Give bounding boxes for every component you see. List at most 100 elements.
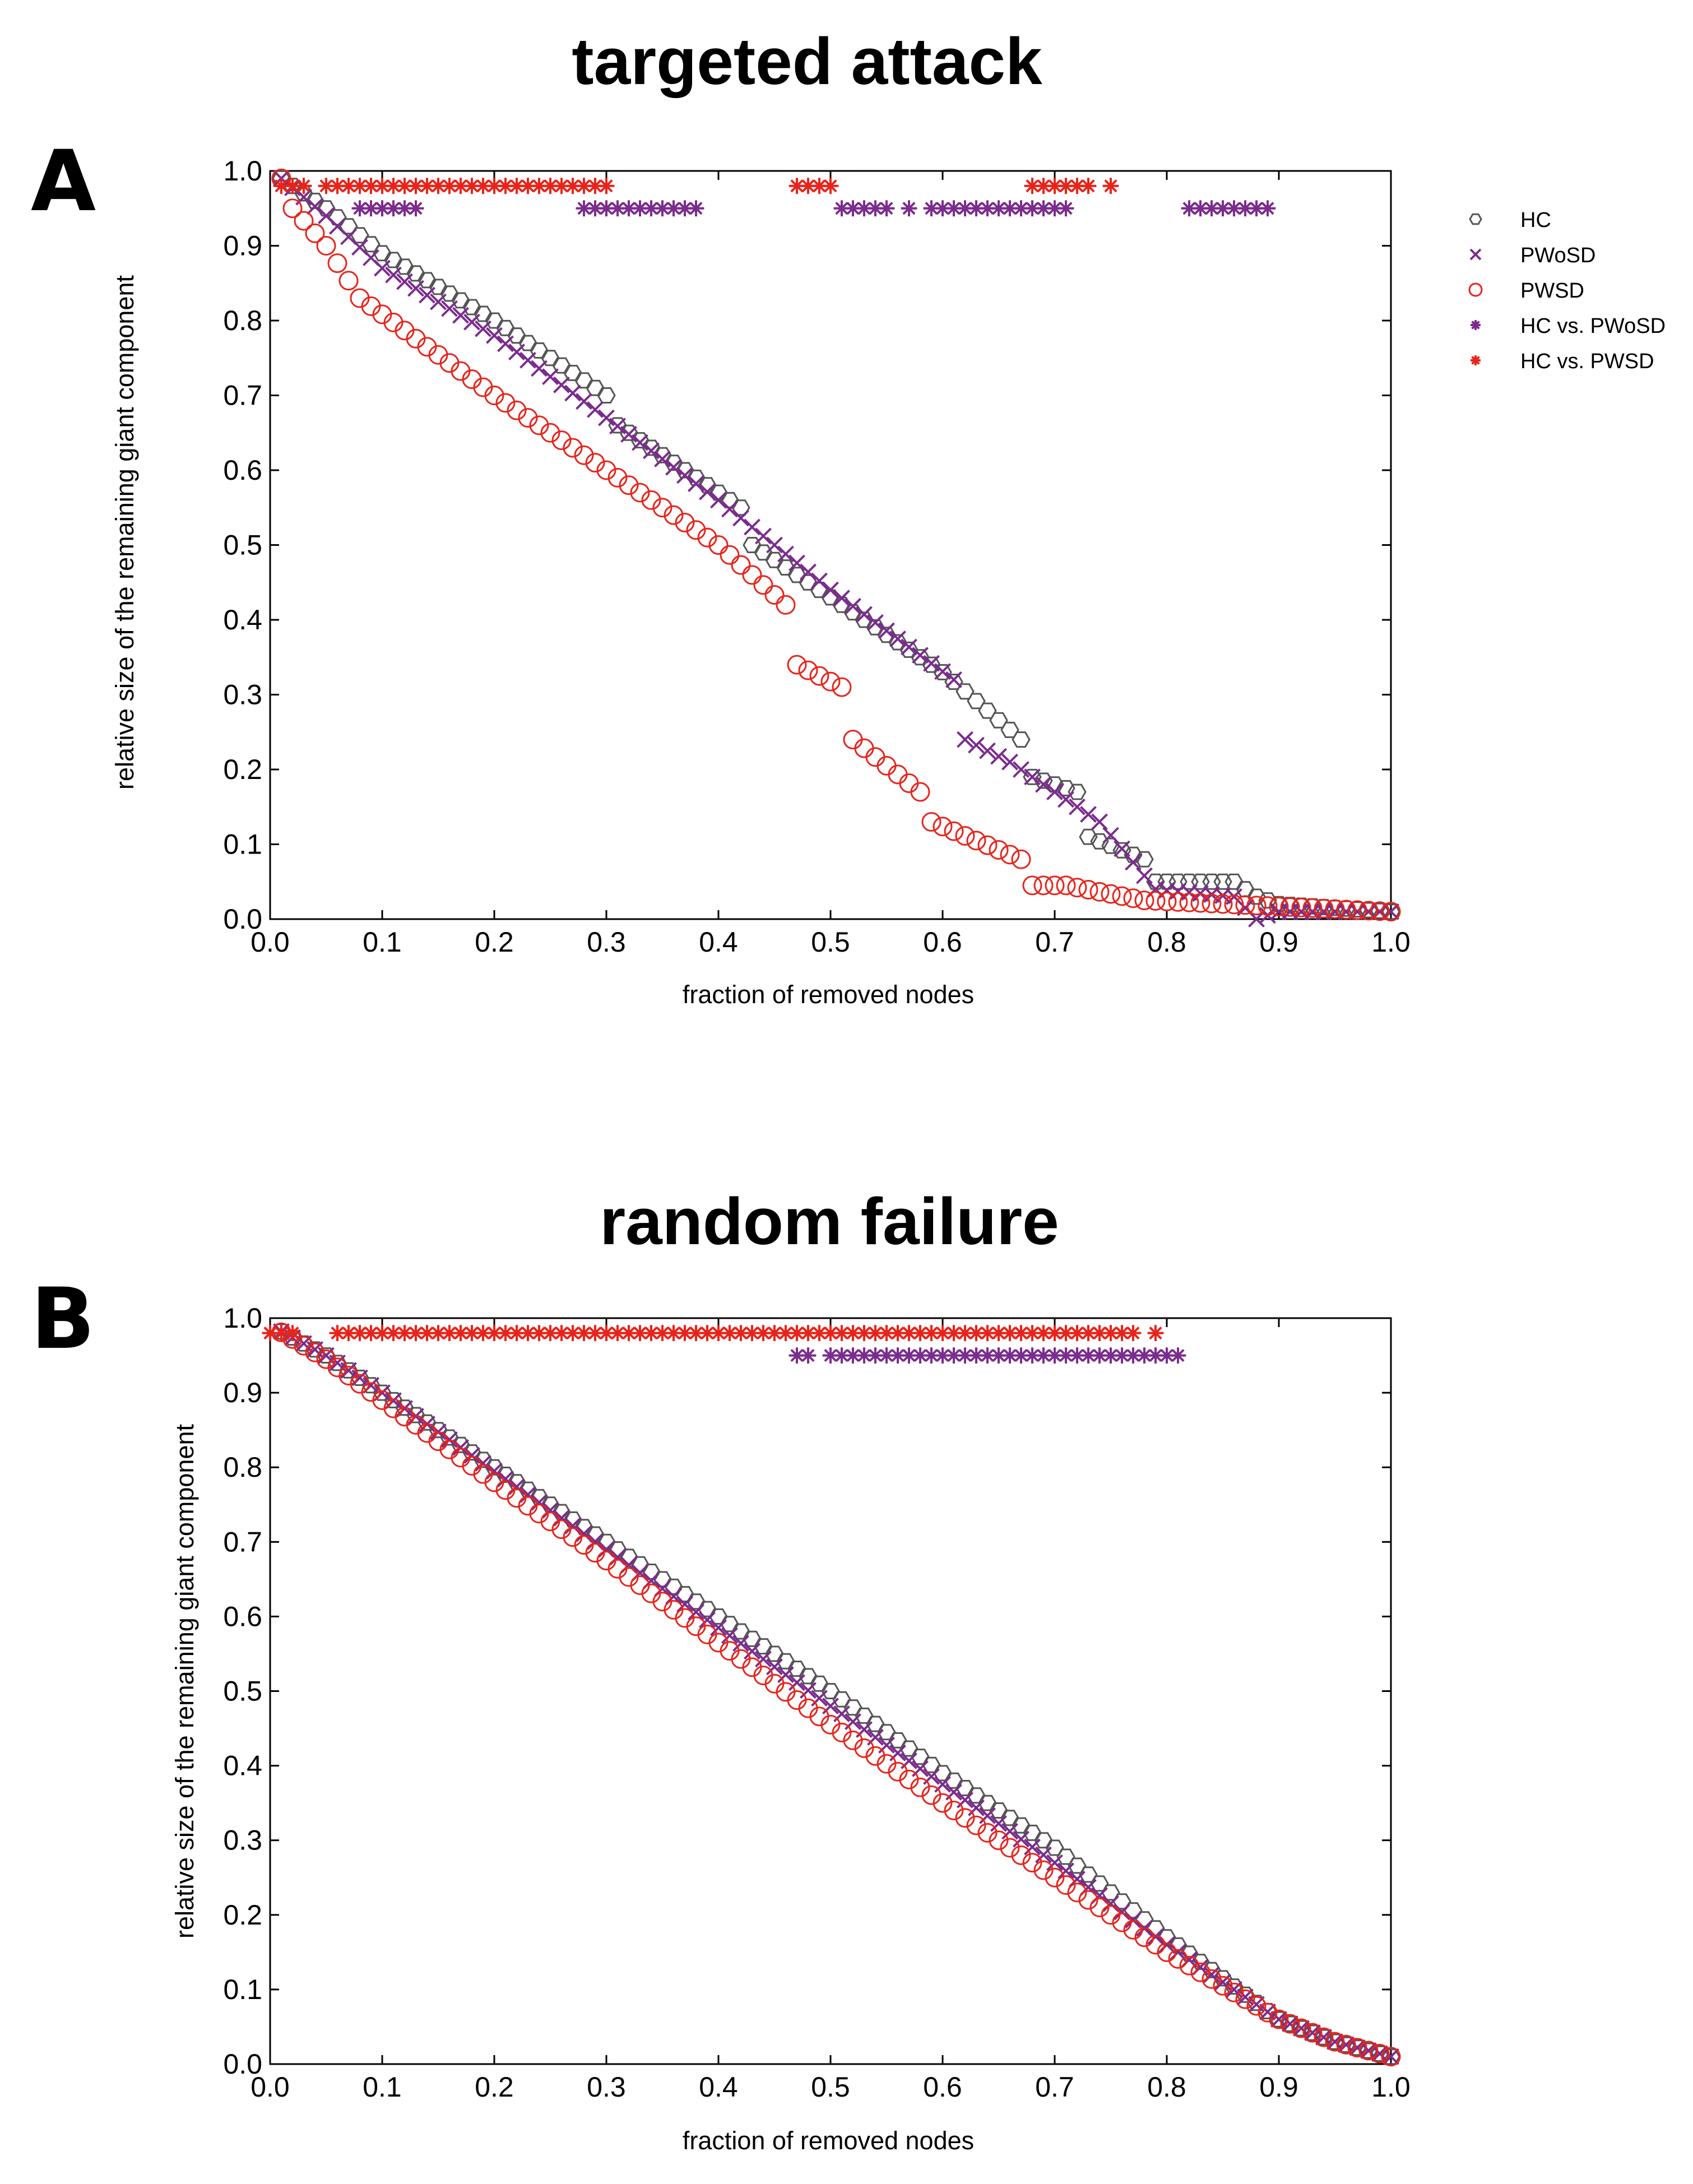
data-point-hc [619,1548,638,1565]
data-point-pwosd [833,1705,850,1723]
data-point-pwosd [340,1362,357,1379]
significance-star [385,200,402,217]
data-point-pwosd [800,563,817,581]
data-point-pwsd [1246,1996,1267,2016]
significance-star [945,1347,962,1364]
data-point-pwsd [574,1535,594,1555]
data-point-pwosd [867,614,884,631]
data-point-pwsd [1056,875,1076,896]
data-point-hc [597,387,616,404]
data-point-pwosd [1057,1862,1074,1880]
data-point-pwosd [587,401,604,418]
data-point-pwsd [865,1746,885,1766]
x-axis-label-b: fraction of removed nodes [683,2126,974,2155]
data-point-hc [451,292,470,309]
data-point-pwsd [854,738,874,758]
x-tick-label: 1.0 [1371,2071,1411,2103]
data-point-hc [1236,881,1255,898]
significance-star [979,200,996,217]
data-point-pwsd [1358,2041,1379,2061]
data-point-pwsd [876,755,897,776]
significance-star [508,178,525,194]
plot-area-b: 0.0 0.1 0.2 0.3 0.4 0.5 0.6 0.7 0.8 0.9 1.0 0.0 0.1 0… [223,1302,1410,2103]
data-point-pwsd [563,1527,583,1547]
data-point-hc [754,544,773,561]
data-point-pwsd [742,565,762,585]
significance-star [374,178,391,194]
data-point-hc [776,559,795,576]
data-point-pwosd [1046,783,1063,800]
significance-star [833,200,850,217]
significance-star [1001,1325,1018,1341]
data-point-pwosd [755,527,772,545]
significance-star [833,1325,850,1341]
significance-star [542,178,559,194]
data-point-hc [518,335,537,351]
data-point-pwosd [811,1690,828,1707]
significance-star [990,1325,1007,1341]
data-point-pwosd [676,1596,693,1613]
data-point-pwosd [934,663,951,680]
data-point-pwosd [1270,2011,1287,2028]
significance-star [576,200,592,217]
significance-star [1069,1347,1086,1364]
data-point-pwsd [921,812,941,832]
data-point-pwsd [294,1336,314,1356]
data-point-pwsd [966,1815,986,1835]
panel-b: B random failure 0.0 0.1 0.2 0.3 0.4 0.5 0.6 0.… [31,1185,1411,2155]
significance-star [430,178,447,194]
data-point-pwosd [643,442,660,460]
significance-star [351,178,368,194]
x-tick-label: 0.7 [1035,926,1074,958]
significance-star [934,200,951,217]
data-point-pwsd [529,415,549,435]
significance-star [475,1325,491,1341]
data-point-pwsd [664,505,684,525]
data-point-pwsd [1101,1905,1121,1925]
data-point-pwosd [564,384,581,402]
data-point-hc [1168,873,1188,890]
data-point-pwsd [1123,1919,1143,1940]
data-point-pwosd [845,597,861,615]
series-pwsd [271,1322,1401,2067]
data-point-pwosd [800,1682,817,1699]
data-point-pwsd [1235,895,1255,915]
data-point-hc [1000,1810,1019,1826]
significance-star [463,178,480,194]
significance-star [363,178,379,194]
data-point-pwsd [1291,2018,1311,2038]
data-point-pwsd [1325,899,1345,919]
data-point-pwsd [1347,900,1367,920]
data-point-hc [608,1541,627,1558]
significance-star [1013,1325,1029,1341]
data-point-pwosd [699,483,716,500]
significance-star [878,1325,895,1341]
significance-star [531,178,548,194]
data-point-pwsd [820,671,841,692]
significance-hc-vs-pwsd [273,178,1119,194]
data-point-pwsd [1258,896,1278,916]
y-axis-label-a: relative size of the remaining giant com… [110,275,139,790]
data-point-hc [799,1668,818,1685]
significance-star [564,1325,581,1341]
significance-star [363,1325,379,1341]
data-point-pwsd [641,490,661,510]
significance-star [396,178,413,194]
x-tick-label: 0.6 [923,2071,962,2103]
data-point-pwsd [540,1511,560,1532]
data-point-pwsd [652,498,672,518]
data-point-pwsd [316,236,336,256]
significance-star [1080,178,1097,194]
data-point-hc [395,258,414,275]
data-point-hc [1023,1824,1042,1841]
significance-star [923,200,940,217]
data-point-pwsd [484,386,504,405]
data-point-pwsd [1145,1935,1166,1955]
significance-star [598,1325,615,1341]
data-point-pwsd [1213,894,1233,914]
data-point-pwosd [542,368,559,386]
significance-star [968,1325,985,1341]
significance-star [508,1325,525,1341]
data-point-pwsd [1370,2043,1390,2064]
significance-star [1102,178,1119,194]
